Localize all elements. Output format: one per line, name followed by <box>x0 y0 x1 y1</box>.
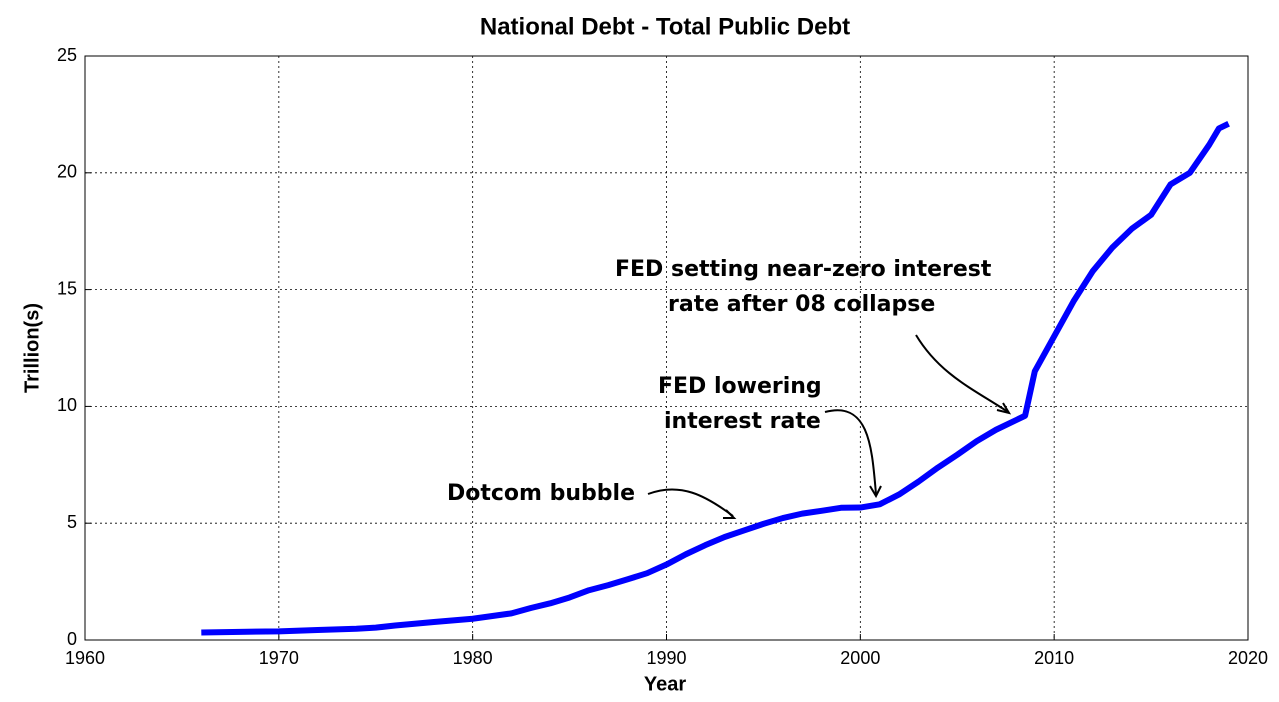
annotation: interest rate <box>664 409 821 434</box>
x-tick-label: 1970 <box>259 648 299 668</box>
annotation: FED setting near-zero interest <box>615 257 992 282</box>
y-tick-label: 0 <box>67 629 77 649</box>
x-tick-label: 2000 <box>840 648 880 668</box>
y-tick-label: 25 <box>57 45 77 65</box>
arrow <box>824 409 877 495</box>
arrow-head <box>723 509 737 519</box>
debt-line <box>201 121 1230 636</box>
arrow-head <box>869 485 882 499</box>
plot-frame <box>84 55 1249 641</box>
y-tick-label: 15 <box>57 278 77 298</box>
annotation-arrows <box>647 334 1012 519</box>
annotation: rate after 08 collapse <box>668 292 935 317</box>
y-tick-label: 10 <box>57 395 77 415</box>
x-tick-label: 2010 <box>1034 648 1074 668</box>
annotation: FED lowering <box>658 374 822 399</box>
arrow <box>647 488 734 517</box>
y-tick-label: 20 <box>57 162 77 182</box>
x-tick-label: 1990 <box>646 648 686 668</box>
y-axis-label: Trillion(s) <box>21 303 43 393</box>
x-axis-label: Year <box>644 673 686 695</box>
x-tick-label: 1960 <box>65 648 105 668</box>
x-tick-label: 1980 <box>453 648 493 668</box>
chart-title: National Debt - Total Public Debt <box>480 13 850 40</box>
y-tick-label: 5 <box>67 512 77 532</box>
annotation: Dotcom bubble <box>447 481 635 506</box>
arrow <box>915 334 1009 413</box>
x-tick-label: 2020 <box>1228 648 1268 668</box>
